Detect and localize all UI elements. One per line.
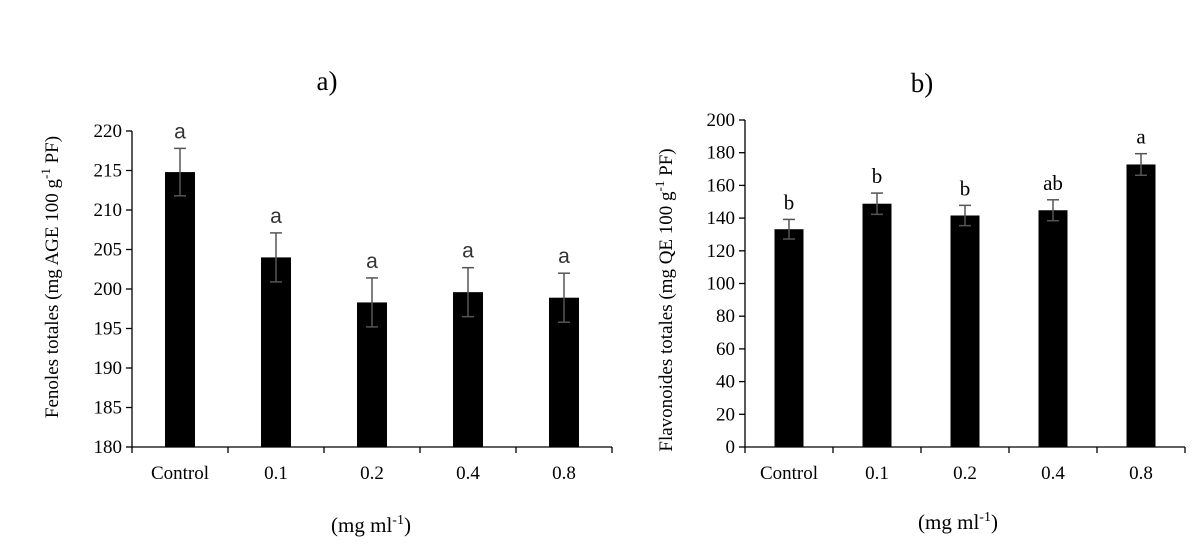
bar-4 — [453, 292, 483, 447]
bar-2 — [261, 257, 291, 447]
x-tick-label-5: 0.8 — [552, 463, 576, 484]
x-tick-label-4: 0.4 — [1041, 463, 1065, 484]
x-tick-label-2: 0.1 — [865, 463, 889, 484]
bar-4 — [1038, 210, 1068, 447]
y-tick-label: 80 — [716, 306, 735, 327]
significance-label-1: b — [784, 190, 795, 214]
panel-a-fenoles-chart: a) 180 185 190 195 200 205 210 215 220 a Control a 0.… — [38, 66, 613, 537]
x-tick-label-3: 0.2 — [953, 463, 977, 484]
y-tick-label: 190 — [94, 358, 123, 379]
y-tick-label: 185 — [94, 398, 123, 419]
y-tick-label: 195 — [94, 319, 123, 340]
y-tick-label: 210 — [94, 200, 123, 221]
y-tick-label: 180 — [707, 143, 736, 164]
x-tick-label-3: 0.2 — [360, 463, 384, 484]
panel-label: b) — [911, 68, 934, 98]
panel-b-flavonoides-chart: b) 0 20 40 60 80 100 120 140 160 180 200 b Control b 0.… — [652, 68, 1186, 534]
significance-label-2: b — [872, 164, 883, 188]
significance-label-5: a — [1136, 125, 1146, 149]
bar-2 — [862, 203, 892, 447]
y-tick-label: 180 — [94, 437, 123, 458]
bar-1 — [774, 229, 804, 447]
y-axis-title: Flavonoides totales (mg QE 100 g-1 PF) — [652, 148, 677, 451]
panel-label: a) — [317, 66, 338, 96]
y-tick-label: 215 — [94, 161, 123, 182]
significance-label-4: ab — [1043, 171, 1063, 195]
y-tick-label: 100 — [707, 274, 736, 295]
significance-label-4: a — [462, 240, 474, 263]
x-tick-label-1: Control — [151, 463, 209, 484]
bar-5 — [1126, 164, 1156, 448]
x-tick-label-1: Control — [760, 463, 818, 484]
y-tick-label: 140 — [707, 208, 736, 229]
significance-label-2: a — [270, 205, 282, 228]
y-tick-label: 20 — [716, 404, 735, 425]
significance-label-3: b — [960, 176, 971, 200]
y-tick-label: 160 — [707, 175, 736, 196]
significance-label-3: a — [366, 250, 378, 273]
y-tick-label: 200 — [707, 110, 736, 131]
bar-1 — [165, 172, 195, 447]
y-tick-label: 200 — [94, 279, 123, 300]
x-axis-title: (mg ml-1) — [331, 513, 411, 537]
y-tick-label: 220 — [94, 121, 123, 142]
x-tick-label-2: 0.1 — [264, 463, 288, 484]
x-axis-title: (mg ml-1) — [918, 510, 998, 534]
y-axis-title: Fenoles totales (mg AGE 100 g-1 PF) — [38, 136, 63, 418]
bar-3 — [950, 215, 980, 447]
significance-label-5: a — [558, 245, 570, 268]
y-tick-label: 40 — [716, 372, 735, 393]
y-tick-label: 205 — [94, 240, 123, 261]
y-tick-label: 0 — [726, 437, 736, 458]
y-tick-label: 60 — [716, 339, 735, 360]
x-tick-label-4: 0.4 — [456, 463, 480, 484]
y-tick-label: 120 — [707, 241, 736, 262]
significance-label-1: a — [174, 120, 186, 143]
x-tick-label-5: 0.8 — [1129, 463, 1153, 484]
